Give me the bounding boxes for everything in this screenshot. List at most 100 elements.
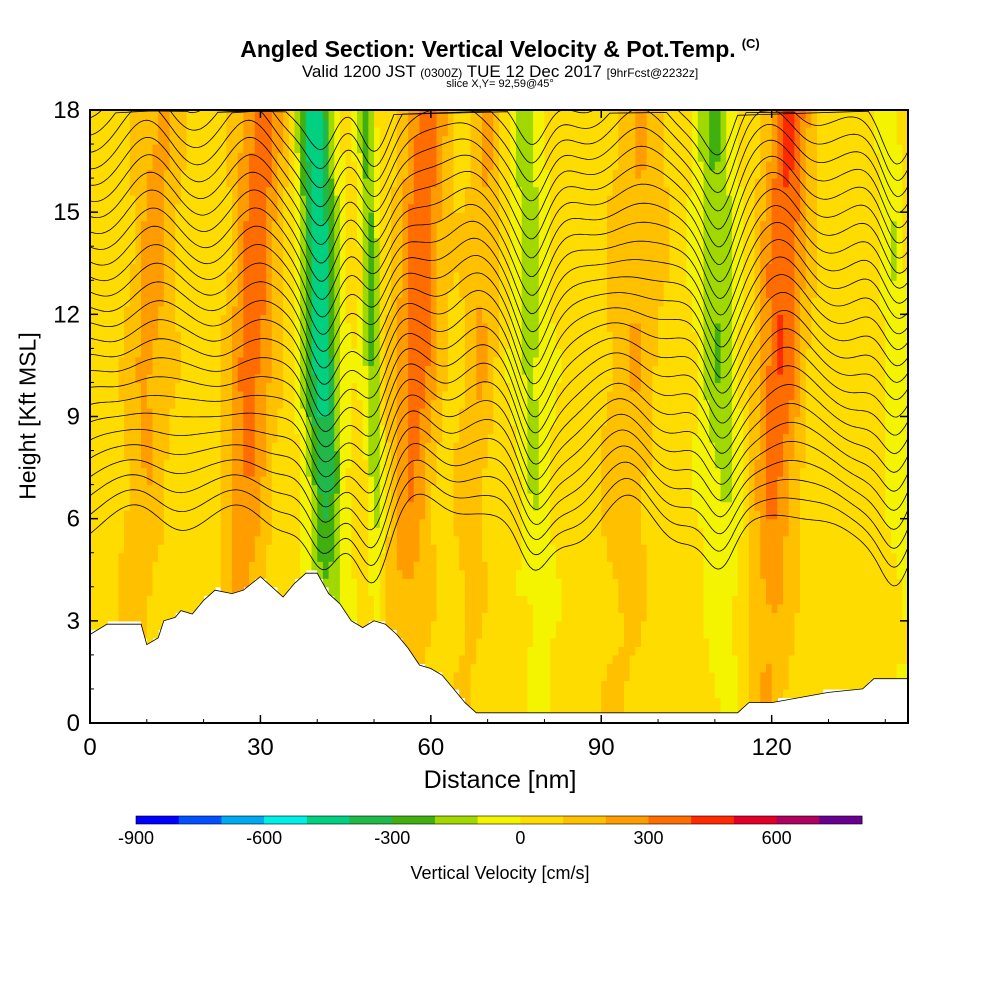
velocity-cell	[362, 382, 369, 392]
velocity-cell	[180, 144, 188, 154]
velocity-cell	[504, 654, 511, 664]
velocity-cell	[118, 348, 125, 358]
velocity-cell	[277, 433, 284, 443]
velocity-cell	[203, 510, 210, 520]
velocity-cell	[476, 459, 483, 469]
velocity-cell	[464, 595, 472, 605]
velocity-cell	[544, 467, 551, 477]
velocity-cell	[288, 493, 296, 503]
velocity-cell	[141, 331, 148, 341]
velocity-cell	[112, 493, 119, 503]
velocity-cell	[271, 144, 279, 154]
velocity-cell	[362, 135, 369, 145]
velocity-cell	[516, 501, 523, 511]
velocity-cell	[481, 450, 489, 460]
velocity-cell	[95, 535, 102, 545]
velocity-cell	[305, 237, 313, 247]
velocity-cell	[362, 356, 369, 367]
velocity-cell	[487, 705, 494, 716]
velocity-cell	[300, 544, 307, 554]
velocity-cell	[351, 263, 358, 273]
velocity-cell	[118, 356, 125, 367]
velocity-cell	[243, 552, 250, 562]
velocity-cell	[141, 467, 148, 477]
velocity-cell	[232, 331, 239, 341]
velocity-cell	[339, 578, 347, 588]
velocity-cell	[413, 578, 421, 588]
velocity-cell	[294, 169, 301, 179]
velocity-cell	[533, 305, 540, 315]
velocity-cell	[300, 297, 307, 307]
velocity-cell	[260, 305, 267, 315]
velocity-cell	[408, 569, 415, 579]
velocity-cell	[214, 229, 222, 239]
velocity-cell	[442, 518, 449, 528]
velocity-cell	[493, 578, 500, 588]
velocity-cell	[442, 331, 449, 341]
velocity-cell	[311, 118, 318, 128]
velocity-cell	[487, 697, 494, 707]
velocity-cell	[283, 144, 290, 154]
velocity-cell	[197, 484, 205, 494]
velocity-cell	[470, 416, 477, 426]
velocity-cell	[107, 578, 114, 588]
velocity-cell	[101, 195, 108, 205]
velocity-cell	[112, 552, 119, 562]
velocity-cell	[499, 161, 506, 171]
velocity-cell	[510, 322, 517, 332]
velocity-cell	[163, 127, 171, 137]
velocity-cell	[334, 578, 341, 588]
velocity-cell	[510, 433, 517, 443]
velocity-cell	[311, 314, 318, 324]
velocity-cell	[356, 288, 364, 298]
velocity-cell	[464, 442, 472, 452]
velocity-cell	[277, 527, 284, 537]
velocity-cell	[141, 144, 148, 154]
velocity-cell	[521, 203, 528, 213]
velocity-cell	[453, 399, 460, 409]
velocity-cell	[527, 484, 534, 494]
velocity-cell	[260, 169, 267, 179]
velocity-cell	[464, 544, 472, 554]
velocity-cell	[118, 586, 125, 596]
velocity-cell	[533, 110, 540, 120]
velocity-cell	[175, 220, 182, 230]
velocity-cell	[425, 612, 432, 622]
velocity-cell	[459, 229, 466, 239]
velocity-cell	[379, 331, 386, 341]
velocity-cell	[476, 637, 483, 647]
velocity-cell	[487, 203, 494, 213]
velocity-cell	[510, 663, 517, 673]
velocity-cell	[322, 271, 330, 281]
velocity-cell	[396, 518, 404, 528]
velocity-cell	[163, 314, 171, 324]
velocity-cell	[214, 382, 222, 392]
velocity-cell	[328, 314, 335, 324]
velocity-cell	[374, 118, 381, 128]
velocity-cell	[459, 476, 466, 486]
velocity-cell	[351, 135, 358, 145]
velocity-cell	[493, 518, 500, 528]
velocity-cell	[124, 178, 131, 188]
velocity-cell	[180, 288, 188, 298]
velocity-cell	[129, 442, 137, 452]
velocity-cell	[527, 229, 534, 239]
velocity-cell	[237, 399, 244, 409]
velocity-cell	[226, 484, 233, 494]
velocity-cell	[464, 348, 472, 358]
velocity-cell	[402, 365, 409, 375]
velocity-cell	[339, 356, 347, 367]
velocity-cell	[175, 161, 182, 171]
velocity-cell	[447, 382, 455, 392]
velocity-cell	[362, 220, 369, 230]
velocity-cell	[493, 356, 500, 367]
velocity-cell	[481, 220, 489, 230]
velocity-cell	[175, 407, 182, 418]
velocity-cell	[322, 510, 330, 520]
velocity-cell	[124, 595, 131, 605]
velocity-cell	[192, 459, 199, 469]
velocity-cell	[249, 365, 256, 375]
velocity-cell	[476, 305, 483, 315]
velocity-cell	[112, 373, 119, 384]
velocity-cell	[464, 663, 472, 673]
